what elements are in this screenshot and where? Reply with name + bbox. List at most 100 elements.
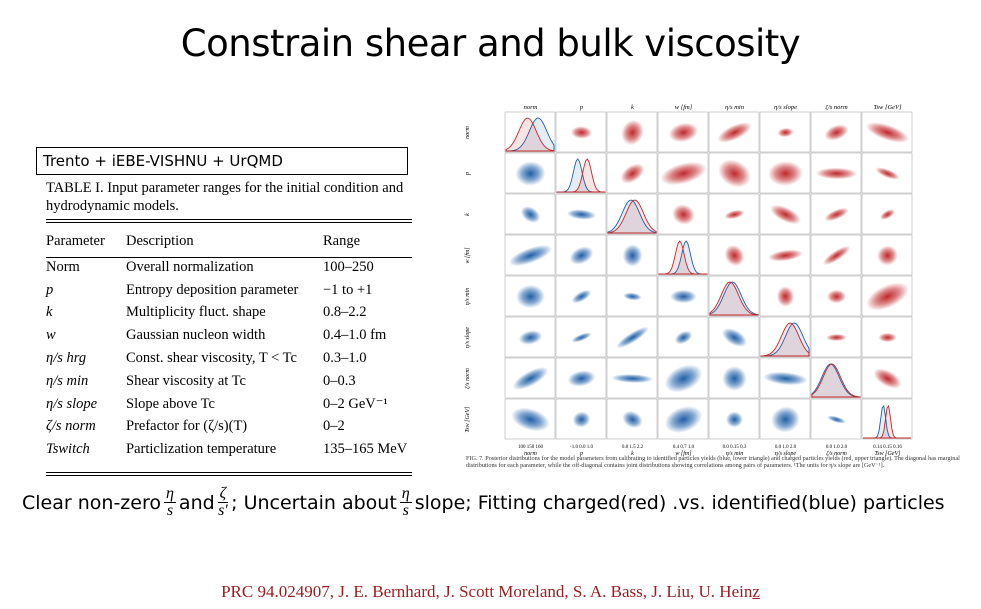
joint-blue-density bbox=[518, 330, 543, 345]
joint-red-density bbox=[824, 124, 849, 141]
description-cell: Multiplicity fluct. shape bbox=[126, 304, 266, 321]
joint-red-density bbox=[770, 204, 801, 225]
panel-frame bbox=[810, 357, 862, 399]
param-cell: Norm bbox=[46, 258, 80, 275]
joint-blue-density bbox=[763, 371, 808, 386]
joint-red-density bbox=[621, 119, 644, 146]
row-label: ζ/s norm bbox=[464, 368, 471, 389]
marginal-red-curve bbox=[709, 281, 759, 316]
table-bottom-rule-2 bbox=[46, 475, 412, 476]
joint-red-density bbox=[767, 161, 804, 186]
table-row: η/s min Shear viscosity at Tc 0–0.3 bbox=[46, 370, 412, 393]
row-label: η/s slope bbox=[465, 327, 471, 348]
frac-numerator: ζ bbox=[217, 485, 229, 503]
joint-red-density bbox=[878, 332, 897, 343]
bottom-axis-label: norm bbox=[524, 451, 537, 457]
column-label: η/s min bbox=[725, 104, 744, 111]
table-row: w Gaussian nucleon width 0.4–1.0 fm bbox=[46, 324, 412, 347]
conclusion-part3: slope; Fitting charged(red) .vs. identif… bbox=[414, 491, 945, 514]
bottom-axis-label: η/s min bbox=[726, 451, 743, 457]
bottom-tick-label: 0.14 0.15 0.16 bbox=[873, 445, 902, 450]
range-cell: 0–2 bbox=[323, 418, 345, 435]
column-label: k bbox=[631, 104, 634, 111]
joint-blue-density bbox=[566, 209, 597, 220]
param-cell: p bbox=[46, 281, 54, 298]
column-label: η/s slope bbox=[774, 104, 797, 111]
bottom-axis-label: η/s slope bbox=[775, 451, 796, 457]
param-cell: η/s min bbox=[46, 372, 89, 389]
description-cell: Const. shear viscosity, T < Tc bbox=[126, 350, 297, 367]
joint-blue-density bbox=[567, 370, 596, 387]
joint-red-density bbox=[570, 126, 593, 139]
joint-red-density bbox=[826, 289, 847, 304]
joint-red-density bbox=[875, 167, 900, 180]
conclusion-and: and bbox=[178, 491, 215, 514]
joint-blue-density bbox=[722, 328, 747, 347]
param-cell: Tswitch bbox=[46, 441, 90, 458]
citation-text: PRC 94.024907, J. E. Bernhard, J. Scott … bbox=[221, 582, 753, 601]
joint-blue-density bbox=[511, 407, 550, 432]
joint-blue-density bbox=[771, 406, 800, 433]
joint-red-density bbox=[620, 163, 645, 184]
joint-blue-density bbox=[571, 289, 592, 304]
marginal-red-curve bbox=[557, 158, 606, 193]
column-label: ζ/s norm bbox=[825, 104, 848, 111]
joint-blue-density bbox=[572, 411, 591, 428]
joint-blue-density bbox=[664, 405, 703, 434]
description-cell: Shear viscosity at Tc bbox=[126, 372, 246, 389]
frac-numerator: η bbox=[399, 485, 412, 503]
panel-frame bbox=[606, 234, 658, 276]
table-row: Tswitch Particlization temperature 135–165… bbox=[46, 438, 412, 461]
joint-blue-density bbox=[622, 244, 643, 267]
joint-red-density bbox=[672, 204, 695, 225]
joint-red-density bbox=[776, 286, 795, 307]
panel-frame bbox=[504, 111, 556, 153]
bottom-tick-label: 0.0 1.0 2.0 bbox=[826, 445, 848, 450]
conclusion-text: Clear non-zero η s and ζ s' ; Uncertain … bbox=[22, 486, 945, 519]
table-body: Norm Overall normalization 100–250 p Entropy… bbox=[46, 256, 412, 461]
param-cell: w bbox=[46, 327, 56, 344]
row-label: Tsw [GeV] bbox=[465, 406, 471, 433]
joint-red-density bbox=[718, 159, 751, 188]
joint-blue-density bbox=[512, 367, 549, 390]
bottom-tick-label: 0.0 1.0 2.0 bbox=[775, 445, 797, 450]
joint-blue-density bbox=[622, 410, 643, 429]
conclusion-part1: Clear non-zero bbox=[22, 491, 161, 514]
joint-red-density bbox=[822, 245, 851, 266]
description-cell: Gaussian nucleon width bbox=[126, 327, 266, 344]
row-label: w [fm] bbox=[464, 247, 471, 264]
joint-red-density bbox=[768, 249, 803, 262]
marginal-red-curve bbox=[811, 363, 861, 398]
col-header-parameter: Parameter bbox=[46, 232, 105, 249]
joint-blue-density bbox=[611, 374, 654, 383]
citation-last-letter: z bbox=[752, 582, 760, 601]
citation: PRC 94.024907, J. E. Bernhard, J. Scott … bbox=[0, 582, 981, 602]
bottom-tick-label: -1.0 0.0 1.0 bbox=[570, 445, 593, 450]
frac-denominator: s bbox=[166, 502, 174, 519]
range-cell: 0.3–1.0 bbox=[323, 350, 367, 367]
marginal-red-curve bbox=[863, 404, 911, 439]
joint-red-density bbox=[880, 209, 895, 220]
bottom-axis-label: ζ/s norm bbox=[826, 450, 847, 457]
range-cell: 100–250 bbox=[323, 258, 374, 275]
row-label: η/s min bbox=[465, 288, 471, 305]
frac-denominator: s' bbox=[218, 502, 228, 519]
panel-frame bbox=[555, 152, 607, 194]
bottom-tick-label: 100 150 160 bbox=[518, 445, 544, 450]
col-header-description: Description bbox=[126, 232, 194, 249]
joint-blue-density bbox=[515, 161, 546, 186]
joint-blue-density bbox=[722, 366, 747, 391]
table-row: η/s hrg Const. shear viscosity, T < Tc 0.3… bbox=[46, 347, 412, 370]
table-header-row: Parameter Description Range bbox=[46, 226, 412, 256]
table-row: Norm Overall normalization 100–250 bbox=[46, 256, 412, 279]
column-label: norm bbox=[524, 104, 538, 111]
row-label: k bbox=[465, 213, 471, 216]
table-row: p Entropy deposition parameter −1 to +1 bbox=[46, 279, 412, 302]
joint-blue-density bbox=[725, 411, 744, 428]
range-cell: 0–2 GeV⁻¹ bbox=[323, 395, 388, 412]
joint-red-density bbox=[724, 209, 745, 220]
marginal-red-curve bbox=[658, 240, 707, 275]
joint-blue-density bbox=[664, 364, 703, 393]
param-cell: η/s slope bbox=[46, 395, 98, 412]
table-top-rule-2 bbox=[46, 222, 412, 223]
